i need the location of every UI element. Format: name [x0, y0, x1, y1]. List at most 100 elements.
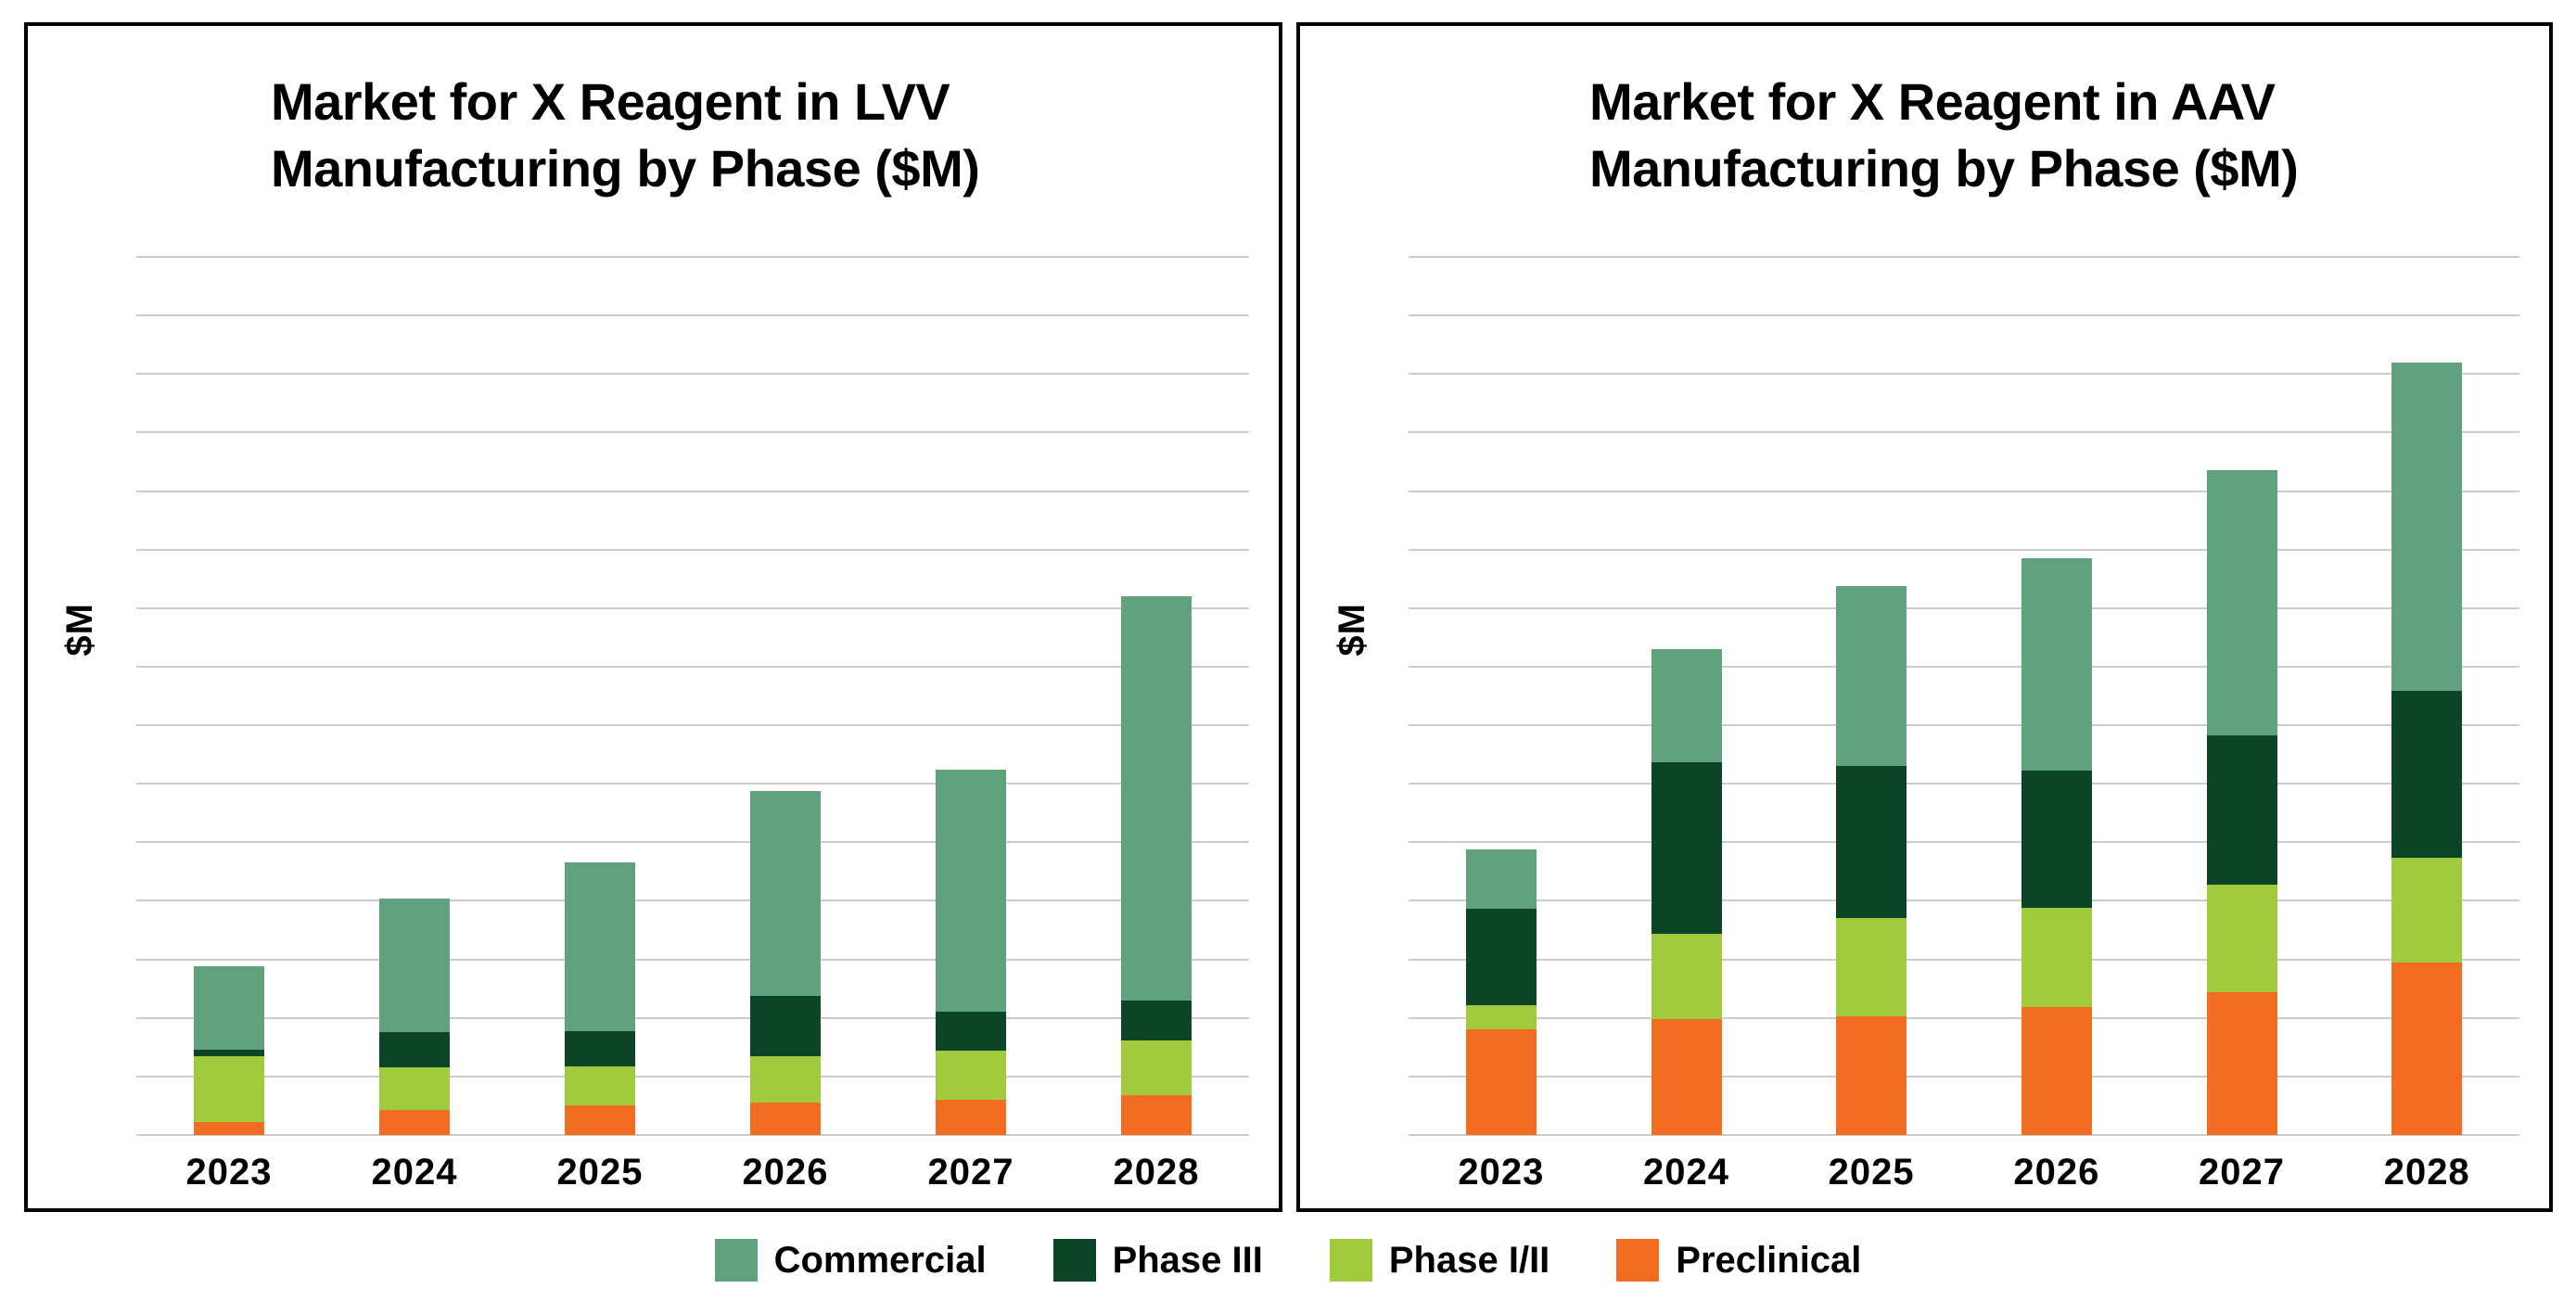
- chart-title-line-2: Manufacturing by Phase ($M): [271, 139, 980, 198]
- bar-slot-2025: 2025: [1779, 257, 1964, 1193]
- bar-segment-commercial: [2206, 469, 2277, 736]
- bar-segment-phase-iii: [1836, 766, 1907, 919]
- gridline: [1409, 431, 2519, 434]
- legend: Commercial Phase III Phase I/II Preclinical: [0, 1239, 2576, 1282]
- gridline: [136, 431, 1249, 434]
- chart-title-line-2: Manufacturing by Phase ($M): [1589, 139, 2299, 198]
- gridline: [1409, 373, 2519, 376]
- plot-area-lvv: 2023 2024 2025 2026 2027 2028: [136, 256, 1249, 1193]
- bar-slot-2028: 2028: [1064, 257, 1249, 1193]
- legend-swatch-preclinical: [1616, 1239, 1660, 1282]
- x-axis-label: 2023: [1458, 1152, 1545, 1193]
- gridline: [1409, 1134, 2519, 1136]
- legend-label: Commercial: [773, 1239, 987, 1281]
- legend-swatch-phase-i-ii: [1329, 1239, 1372, 1282]
- x-axis-label: 2028: [1113, 1152, 1200, 1193]
- x-axis-label: 2024: [371, 1152, 458, 1193]
- x-axis-label: 2028: [2383, 1152, 2470, 1193]
- bar-segment-phase-i-ii: [565, 1065, 635, 1106]
- gridline: [136, 958, 1249, 961]
- gridline: [1409, 314, 2519, 317]
- gridline: [1409, 783, 2519, 785]
- bar-segment-phase-iii: [2021, 771, 2092, 909]
- bar-segment-preclinical: [1836, 1016, 1907, 1135]
- bar-segment-phase-i-ii: [936, 1051, 1006, 1101]
- chart-title-line-1: Market for X Reagent in AAV: [1589, 72, 2276, 131]
- stacked-bar-2023: [194, 257, 264, 1135]
- bar-segment-phase-iii: [565, 1030, 635, 1066]
- gridline: [1409, 665, 2519, 668]
- legend-item-phase-iii: Phase III: [1052, 1239, 1263, 1282]
- bar-segment-commercial: [2391, 362, 2463, 692]
- legend-item-phase-i-ii: Phase I/II: [1329, 1239, 1550, 1282]
- gridline: [136, 1016, 1249, 1019]
- bar-segment-phase-i-ii: [2021, 908, 2092, 1008]
- gridline: [136, 490, 1249, 492]
- bar-segment-commercial: [936, 770, 1006, 1013]
- gridline: [136, 1075, 1249, 1078]
- bar-slot-2025: 2025: [507, 257, 693, 1193]
- legend-label: Preclinical: [1676, 1239, 1862, 1281]
- bar-segment-commercial: [1121, 596, 1192, 1001]
- legend-item-commercial: Commercial: [714, 1239, 987, 1282]
- bar-slot-2026: 2026: [693, 257, 878, 1193]
- gridline: [136, 314, 1249, 317]
- bar-segment-phase-i-ii: [1836, 918, 1907, 1017]
- bar-segment-commercial: [379, 898, 450, 1032]
- gridline: [1409, 606, 2519, 609]
- gridline: [1409, 548, 2519, 551]
- bar-segment-phase-i-ii: [379, 1066, 450, 1111]
- bar-slot-2023: 2023: [136, 257, 322, 1193]
- bar-segment-preclinical: [750, 1102, 821, 1135]
- bars-container: 2023 2024 2025 2026 2027 2028: [136, 257, 1249, 1193]
- bar-segment-preclinical: [379, 1110, 450, 1135]
- gridline: [136, 548, 1249, 551]
- bar-segment-phase-i-ii: [1465, 1004, 1537, 1030]
- plot-area-aav: 2023 2024 2025 2026 2027 2028: [1409, 256, 2519, 1193]
- legend-item-preclinical: Preclinical: [1616, 1239, 1861, 1282]
- bar-slot-2024: 2024: [322, 257, 507, 1193]
- x-axis-label: 2026: [742, 1152, 829, 1193]
- gridline: [136, 373, 1249, 376]
- bar-segment-phase-iii: [1651, 762, 1722, 934]
- gridline: [1409, 490, 2519, 492]
- bar-segment-phase-iii: [2206, 735, 2277, 885]
- bar-segment-commercial: [2021, 557, 2092, 772]
- bar-slot-2027: 2027: [878, 257, 1064, 1193]
- stacked-bar-2027: [936, 257, 1006, 1135]
- gridline: [136, 606, 1249, 609]
- y-axis-label: $M: [59, 603, 100, 657]
- gridline: [136, 1134, 1249, 1136]
- bar-segment-preclinical: [936, 1100, 1006, 1135]
- stacked-bar-2028: [2391, 257, 2463, 1135]
- stacked-bar-2024: [379, 257, 450, 1135]
- bar-segment-commercial: [1651, 649, 1722, 763]
- gridline: [1409, 256, 2519, 258]
- gridline: [136, 256, 1249, 258]
- bar-segment-commercial: [1465, 848, 1537, 910]
- gridline: [136, 783, 1249, 785]
- bar-segment-phase-i-ii: [750, 1056, 821, 1103]
- bar-segment-phase-iii: [2391, 691, 2463, 858]
- chart-panel-aav: Market for X Reagent in AAV Manufacturin…: [1296, 22, 2553, 1212]
- legend-label: Phase I/II: [1388, 1239, 1550, 1281]
- bar-segment-phase-i-ii: [1651, 933, 1722, 1019]
- legend-swatch-commercial: [714, 1239, 758, 1282]
- bar-segment-preclinical: [194, 1122, 264, 1135]
- gridline: [1409, 1016, 2519, 1019]
- x-axis-label: 2025: [556, 1152, 644, 1193]
- gridline: [1409, 958, 2519, 961]
- gridline: [136, 841, 1249, 844]
- bar-segment-phase-iii: [194, 1049, 264, 1057]
- x-axis-label: 2025: [1828, 1152, 1915, 1193]
- bars-container: 2023 2024 2025 2026 2027 2028: [1409, 257, 2519, 1193]
- bar-segment-preclinical: [2021, 1007, 2092, 1135]
- stacked-bar-2026: [2021, 257, 2092, 1135]
- stacked-bar-2024: [1651, 257, 1722, 1135]
- bar-segment-phase-i-ii: [2391, 857, 2463, 963]
- gridline: [1409, 841, 2519, 844]
- stacked-bar-2023: [1465, 257, 1537, 1135]
- bar-segment-commercial: [750, 790, 821, 996]
- bar-segment-phase-i-ii: [2206, 884, 2277, 992]
- chart-panel-lvv: Market for X Reagent in LVV Manufacturin…: [24, 22, 1282, 1212]
